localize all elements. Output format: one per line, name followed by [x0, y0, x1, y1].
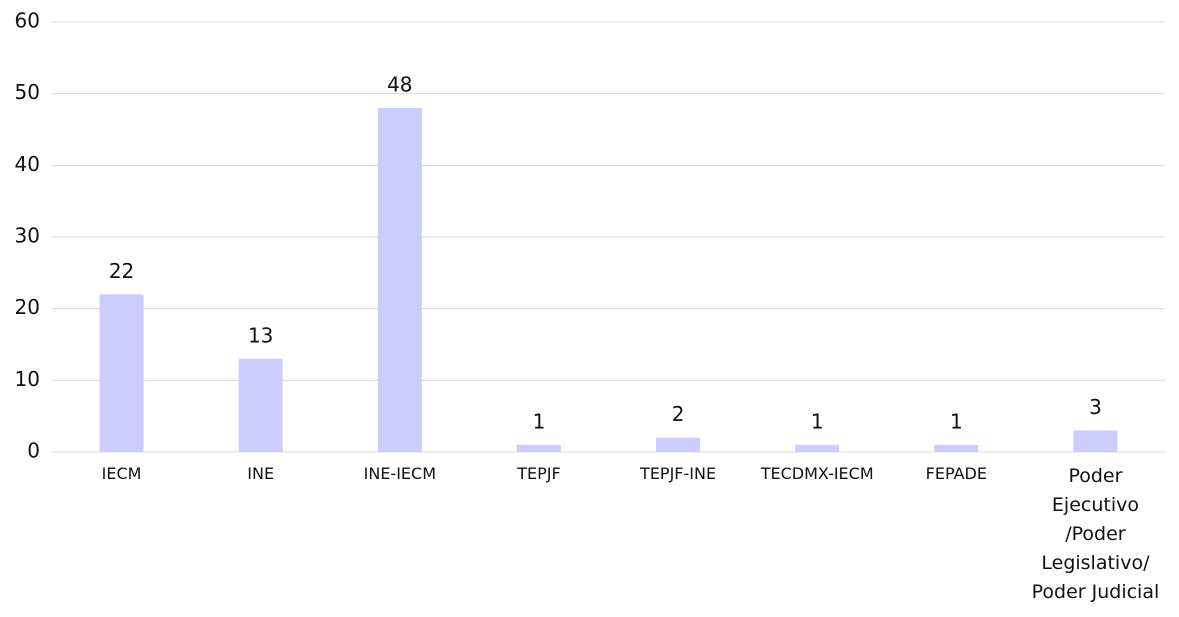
bar [656, 437, 701, 452]
value-label: 1 [811, 409, 824, 433]
x-tick-label: IECM [101, 464, 142, 483]
value-label: 48 [387, 73, 412, 97]
y-tick-label: 10 [15, 367, 40, 391]
y-tick-label: 20 [15, 295, 40, 319]
bar [99, 294, 144, 452]
bar [934, 444, 979, 452]
value-label: 2 [672, 402, 685, 426]
x-tick-label: TEPJF-INE [640, 464, 717, 483]
y-tick-label: 30 [15, 224, 40, 248]
y-tick-label: 50 [15, 80, 40, 104]
y-tick-label: 60 [15, 9, 40, 33]
bar [795, 444, 840, 452]
value-label: 1 [533, 409, 546, 433]
value-label: 13 [248, 323, 273, 347]
x-tick-label: INE [247, 464, 275, 483]
bar [238, 358, 283, 452]
y-tick-label: 0 [27, 439, 40, 463]
value-label: 22 [109, 259, 134, 283]
bar [1073, 430, 1118, 452]
x-tick-label: Poder Ejecutivo /Poder Legislativo/ Pode… [1031, 465, 1160, 603]
x-tick-label: TECDMX-IECM [760, 464, 874, 483]
x-tick-label: TEPJF [517, 464, 561, 483]
bar [516, 444, 561, 452]
y-tick-label: 40 [15, 152, 40, 176]
x-tick-label: FEPADE [925, 464, 987, 483]
bar [377, 108, 422, 452]
x-tick-label: INE-IECM [363, 464, 436, 483]
value-label: 3 [1089, 395, 1102, 419]
value-label: 1 [950, 409, 963, 433]
